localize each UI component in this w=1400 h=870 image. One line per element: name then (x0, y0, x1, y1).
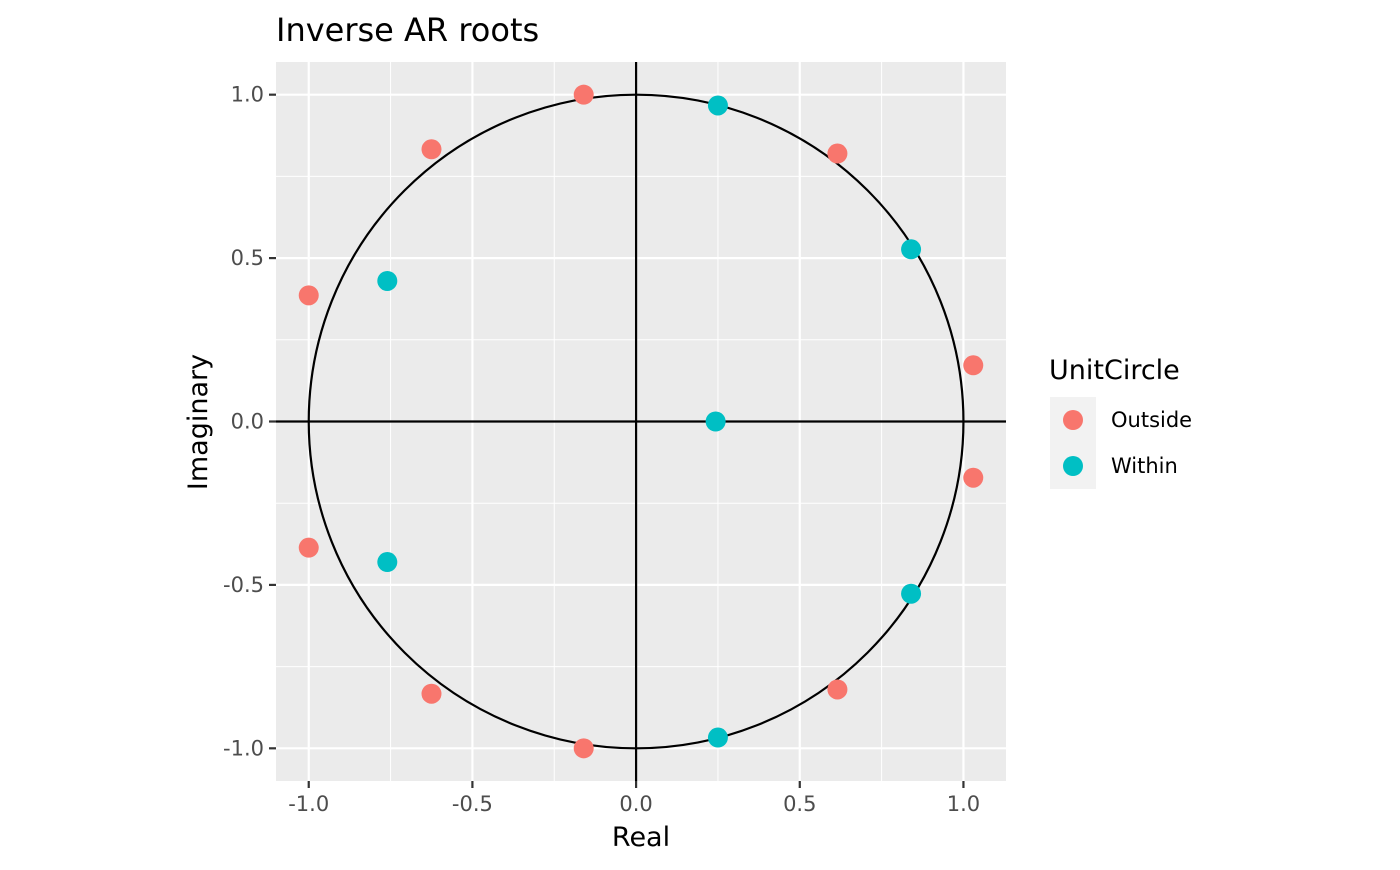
point-outside (827, 143, 848, 164)
y-tick-label: -1.0 (223, 736, 264, 760)
point-within (705, 411, 726, 432)
reference-lines (276, 62, 1006, 781)
point-within (377, 270, 398, 291)
y-tick-label: 0.5 (231, 246, 264, 270)
legend-title: UnitCircle (1049, 355, 1180, 386)
axes: -1.0 -0.5 0.0 0.5 1.0 -1.0 -0.5 0.0 0.5 1.0 (223, 83, 980, 816)
data-points (298, 84, 984, 759)
x-tick-label: 0.5 (783, 792, 816, 816)
legend: UnitCircle Outside Within (1049, 355, 1192, 489)
point-within (707, 95, 728, 116)
legend-marker-outside (1063, 410, 1083, 430)
chart-title: Inverse AR roots (276, 11, 539, 49)
point-outside (298, 285, 319, 306)
point-within (377, 552, 398, 573)
y-tick-label: -0.5 (223, 573, 264, 597)
point-outside (298, 537, 319, 558)
point-outside (963, 467, 984, 488)
point-outside (573, 738, 594, 759)
y-tick-label: 1.0 (231, 83, 264, 107)
point-outside (827, 679, 848, 700)
point-outside (421, 683, 442, 704)
x-axis-title: Real (612, 822, 670, 853)
x-tick-label: -1.0 (288, 792, 329, 816)
point-outside (963, 355, 984, 376)
point-within (901, 239, 922, 260)
x-tick-label: -0.5 (452, 792, 493, 816)
point-within (707, 727, 728, 748)
point-outside (421, 139, 442, 160)
point-within (901, 583, 922, 604)
y-tick-label: 0.0 (231, 410, 264, 434)
x-tick-label: 0.0 (619, 792, 652, 816)
legend-marker-within (1063, 456, 1083, 476)
point-outside (573, 84, 594, 105)
legend-label-outside: Outside (1111, 408, 1192, 432)
legend-label-within: Within (1111, 454, 1178, 478)
y-axis-title: Imaginary (183, 354, 214, 490)
x-tick-label: 1.0 (947, 792, 980, 816)
